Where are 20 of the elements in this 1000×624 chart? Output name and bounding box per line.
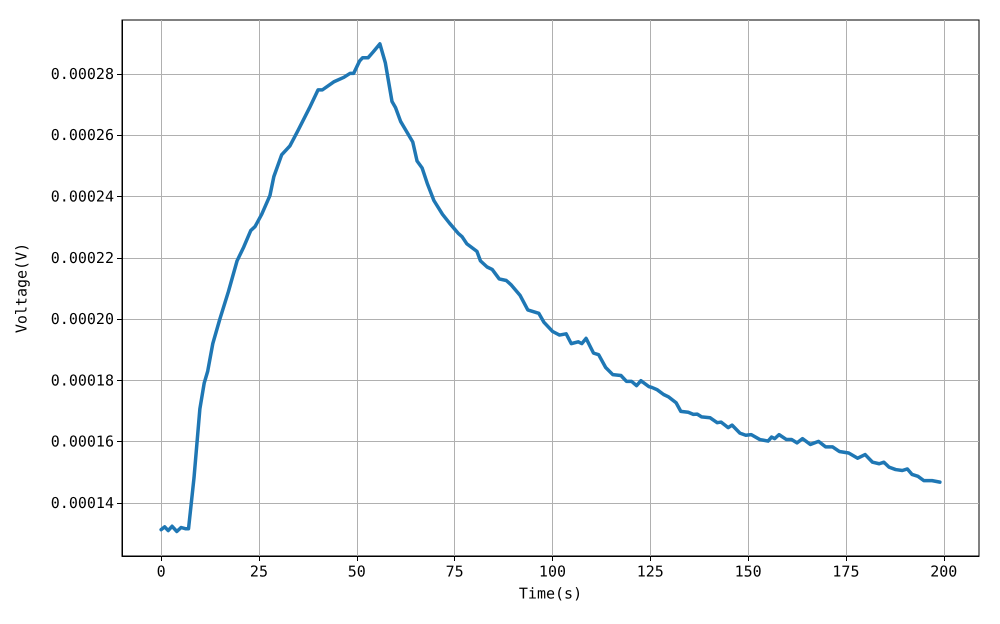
y-tick-label: 0.00020 (50, 310, 114, 328)
x-tick-label: 75 (446, 562, 464, 580)
x-tick-label: 200 (930, 562, 958, 580)
y-tick-label: 0.00014 (50, 494, 114, 512)
x-tick-label: 125 (636, 562, 664, 580)
x-tick-label: 175 (832, 562, 860, 580)
x-tick-label: 150 (734, 562, 762, 580)
y-axis-title: Voltage(V) (12, 242, 30, 334)
y-tick-label: 0.00016 (50, 432, 114, 451)
x-tick-label: 25 (250, 562, 268, 580)
line-series (159, 42, 942, 534)
y-tick-label: 0.00018 (50, 371, 114, 390)
y-tick-label: 0.00024 (50, 188, 114, 206)
y-tick-label: 0.00026 (50, 126, 114, 144)
x-tick-label: 0 (156, 562, 166, 580)
y-tick-label: 0.00022 (50, 248, 114, 267)
x-tick-label: 100 (538, 562, 566, 580)
y-tick-label: 0.00028 (50, 64, 114, 83)
x-axis-title: Time(s) (518, 584, 582, 602)
x-tick-label: 50 (348, 562, 366, 580)
